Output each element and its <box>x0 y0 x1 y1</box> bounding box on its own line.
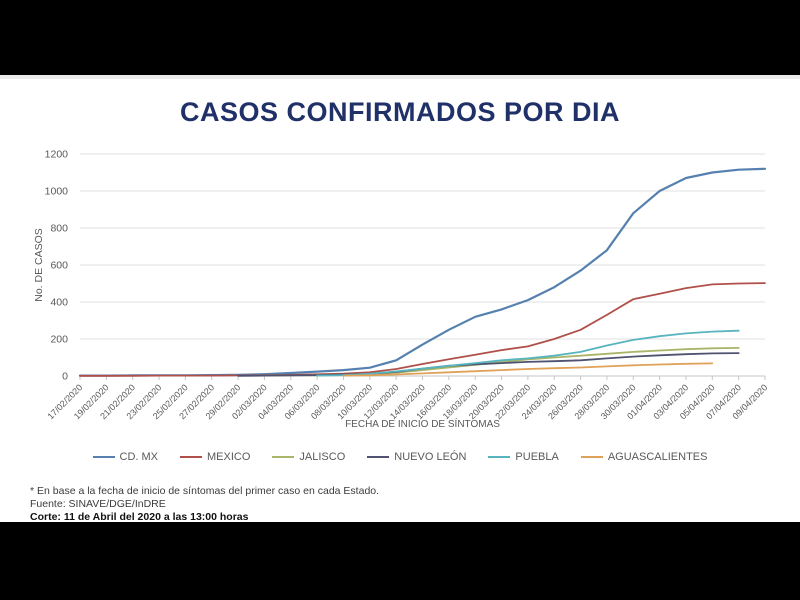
legend-swatch <box>92 456 115 458</box>
legend-item: CD. MX <box>92 451 159 463</box>
legend-swatch <box>180 456 203 458</box>
legend-item: MEXICO <box>180 451 250 463</box>
legend-label: AGUASCALIENTES <box>607 451 708 463</box>
y-tick-label: 800 <box>50 223 68 235</box>
y-tick-label: 400 <box>50 297 68 309</box>
legend-label: CD. MX <box>119 451 159 463</box>
legend-label: PUEBLA <box>515 451 559 463</box>
legend-item: PUEBLA <box>488 451 559 463</box>
cutoff-note: Corte: 11 de Abril del 2020 a las 13:00 … <box>30 510 249 523</box>
series-line-aguascalientes <box>342 362 714 377</box>
legend-label: MEXICO <box>207 451 251 463</box>
footnote: * En base a la fecha de inicio de síntom… <box>30 485 380 497</box>
x-axis-title: FECHA DE INICIO DE SÍNTOMAS <box>345 417 500 430</box>
legend-label: JALISCO <box>299 451 346 463</box>
legend-label: NUEVO LEÓN <box>394 451 467 463</box>
legend-swatch <box>580 456 603 458</box>
series-line-puebla <box>316 329 740 377</box>
legend-item: AGUASCALIENTES <box>580 451 708 463</box>
footer-notes: * En base a la fecha de inicio de síntom… <box>30 485 379 523</box>
y-tick-label: 0 <box>62 371 68 383</box>
legend-item: JALISCO <box>272 451 345 463</box>
legend-swatch <box>488 456 511 458</box>
series-line-cd-mx <box>78 167 767 377</box>
y-tick-label: 1200 <box>45 149 69 161</box>
confirmed-cases-line-chart: 02004006008001000120017/02/202019/02/202… <box>33 149 769 431</box>
source-note: Fuente: SINAVE/DGE/InDRE <box>30 497 166 510</box>
y-axis-title: No. DE CASOS <box>33 228 45 302</box>
y-tick-label: 1000 <box>45 186 69 198</box>
legend-swatch <box>367 456 390 458</box>
y-tick-label: 600 <box>50 260 68 272</box>
slide: CASOS CONFIRMADOS POR DIA 0 200 400 600 800 1… <box>0 75 800 523</box>
legend-item: NUEVO LEÓN <box>367 451 466 463</box>
legend-swatch <box>272 456 295 458</box>
chart-legend: CD. MX MEXICO JALISCO NUEVO LEÓN PUEBLA AGUAS… <box>0 451 800 463</box>
y-tick-label: 200 <box>50 334 68 346</box>
chart-title: CASOS CONFIRMADOS POR DIA <box>179 97 621 127</box>
series-line-mexico <box>79 282 766 377</box>
